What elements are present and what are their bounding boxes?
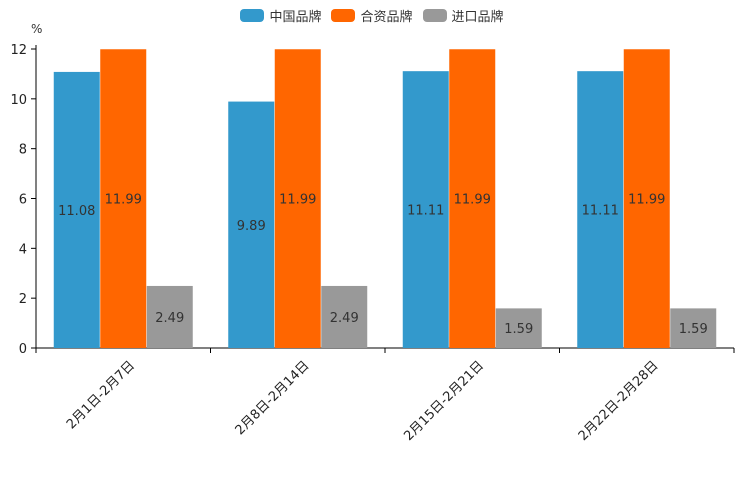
bar-data-label: 9.89 — [237, 219, 266, 234]
bar-3-2 — [321, 285, 368, 348]
legend-label-import-brand: 进口品牌 — [451, 10, 504, 25]
bar-3-3 — [495, 308, 542, 348]
bar-2-2 — [274, 49, 321, 348]
bar-data-label: 2.49 — [330, 311, 359, 326]
legend-item-jv-brand[interactable]: 合资品牌 — [331, 6, 413, 25]
bar-data-label: 11.11 — [407, 204, 444, 219]
legend-swatch-china-brand — [240, 9, 265, 22]
legend-label-china-brand: 中国品牌 — [269, 10, 322, 25]
bar-2-4 — [623, 49, 670, 348]
y-tick-label: 10 — [10, 93, 27, 108]
legend-label-jv-brand: 合资品牌 — [360, 10, 413, 25]
bar-2-1 — [100, 49, 147, 348]
x-tick-label: 2月22日-2月28日 — [576, 358, 662, 444]
x-tick-label: 2月8日-2月14日 — [233, 358, 313, 438]
bar-data-label: 1.59 — [504, 322, 533, 337]
y-tick-label: 2 — [19, 292, 27, 307]
legend-item-china-brand[interactable]: 中国品牌 — [240, 6, 321, 25]
y-tick-label: 8 — [19, 143, 27, 158]
bar-1-3 — [402, 71, 449, 348]
legend-swatch-jv-brand — [331, 9, 356, 22]
bar-3-4 — [670, 308, 717, 348]
y-tick-label: 0 — [19, 342, 27, 357]
bar-1-1 — [53, 71, 100, 348]
y-tick-label: 4 — [19, 242, 27, 257]
chart-legend: 中国品牌 合资品牌 进口品牌 — [0, 6, 744, 25]
bar-3-1 — [146, 285, 193, 348]
bar-data-label: 11.99 — [279, 193, 316, 208]
y-tick-label: 12 — [10, 43, 27, 58]
y-axis-unit: % — [31, 22, 43, 36]
bar-data-label: 11.99 — [105, 193, 142, 208]
y-tick-label: 6 — [19, 193, 27, 208]
bar-1-4 — [577, 71, 624, 348]
bar-data-label: 11.99 — [628, 193, 665, 208]
bar-data-label: 11.99 — [454, 193, 491, 208]
legend-item-import-brand[interactable]: 进口品牌 — [422, 6, 504, 25]
bar-data-label: 11.08 — [58, 204, 95, 219]
legend-swatch-import-brand — [422, 9, 447, 22]
x-tick-label: 2月15日-2月21日 — [401, 358, 487, 444]
bar-1-2 — [228, 101, 275, 349]
bar-2-3 — [449, 49, 496, 348]
bar-data-label: 1.59 — [679, 322, 708, 337]
bar-data-label: 11.11 — [582, 204, 619, 219]
x-tick-label: 2月1日-2月7日 — [64, 358, 138, 432]
bar-data-label: 2.49 — [155, 311, 184, 326]
